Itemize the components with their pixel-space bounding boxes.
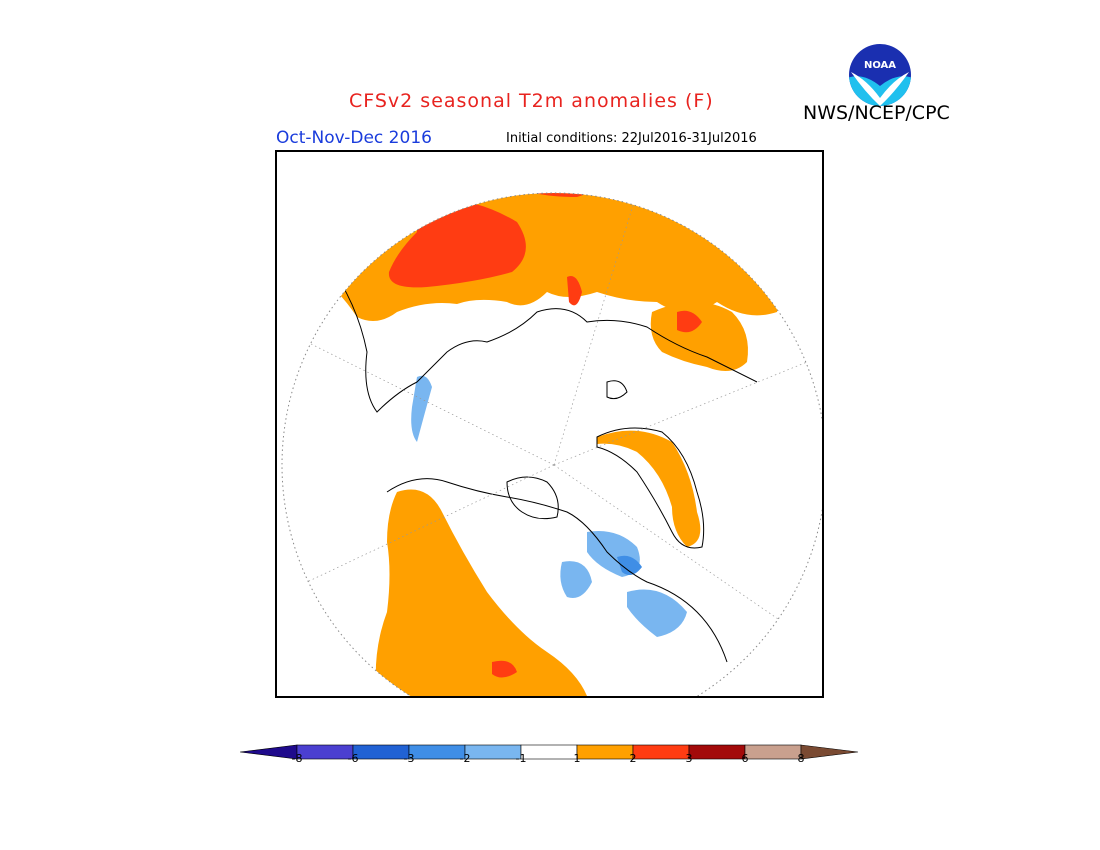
legend-tick-label: 1 bbox=[573, 752, 581, 765]
anomaly-region bbox=[317, 193, 787, 321]
legend-swatch bbox=[520, 744, 578, 760]
legend-tick-label: 8 bbox=[797, 752, 805, 765]
noaa-logo: NOAA bbox=[848, 43, 912, 107]
legend-tick-label: -2 bbox=[459, 752, 471, 765]
map-frame bbox=[275, 150, 824, 698]
legend-swatch bbox=[688, 744, 746, 760]
initial-conditions-value: 22Jul2016-31Jul2016 bbox=[621, 131, 757, 146]
anomaly-region bbox=[411, 375, 432, 442]
anomaly-region bbox=[375, 489, 587, 696]
coastline bbox=[606, 380, 628, 400]
color-legend bbox=[240, 744, 859, 760]
organization-label: NWS/NCEP/CPC bbox=[803, 102, 950, 124]
coastline bbox=[326, 261, 758, 413]
anomaly-region bbox=[677, 310, 702, 333]
polar-map bbox=[281, 192, 822, 696]
legend-swatch bbox=[408, 744, 466, 760]
legend-swatches bbox=[240, 744, 859, 760]
graticule-line bbox=[306, 464, 555, 583]
anomaly-region bbox=[560, 561, 592, 598]
anomaly-region bbox=[597, 430, 701, 547]
anomaly-region bbox=[627, 589, 687, 637]
legend-swatch bbox=[744, 744, 802, 760]
coastline bbox=[386, 478, 728, 663]
legend-tick-label: -1 bbox=[515, 752, 527, 765]
legend-swatch bbox=[464, 744, 522, 760]
legend-swatch bbox=[352, 744, 410, 760]
logo-text: NOAA bbox=[864, 60, 896, 71]
legend-tick-label: 2 bbox=[629, 752, 637, 765]
graticule-line bbox=[286, 331, 555, 466]
legend-swatch bbox=[632, 744, 690, 760]
legend-tick-label: 3 bbox=[685, 752, 693, 765]
legend-swatch bbox=[296, 744, 354, 760]
legend-tick-label: -3 bbox=[403, 752, 415, 765]
anomaly-region bbox=[617, 555, 642, 576]
anomaly-region bbox=[567, 276, 582, 306]
legend-tick-label: -6 bbox=[347, 752, 359, 765]
chart-title: CFSv2 seasonal T2m anomalies (F) bbox=[349, 90, 714, 112]
initial-conditions: Initial conditions: 22Jul2016-31Jul2016 bbox=[506, 131, 757, 146]
anomaly-region bbox=[372, 198, 397, 216]
legend-swatch-low bbox=[240, 744, 298, 760]
legend-tick-label: 6 bbox=[741, 752, 749, 765]
coastline bbox=[596, 427, 705, 549]
coastline bbox=[506, 476, 559, 520]
anomaly-region bbox=[517, 193, 608, 197]
legend-swatch-high bbox=[800, 744, 859, 760]
legend-swatch bbox=[576, 744, 634, 760]
forecast-period: Oct-Nov-Dec 2016 bbox=[276, 128, 432, 148]
anomaly-region bbox=[492, 660, 517, 678]
initial-conditions-label: Initial conditions: bbox=[506, 131, 618, 146]
legend-tick-label: -8 bbox=[291, 752, 303, 765]
anomaly-region bbox=[650, 302, 748, 371]
graticule-line bbox=[553, 361, 808, 466]
